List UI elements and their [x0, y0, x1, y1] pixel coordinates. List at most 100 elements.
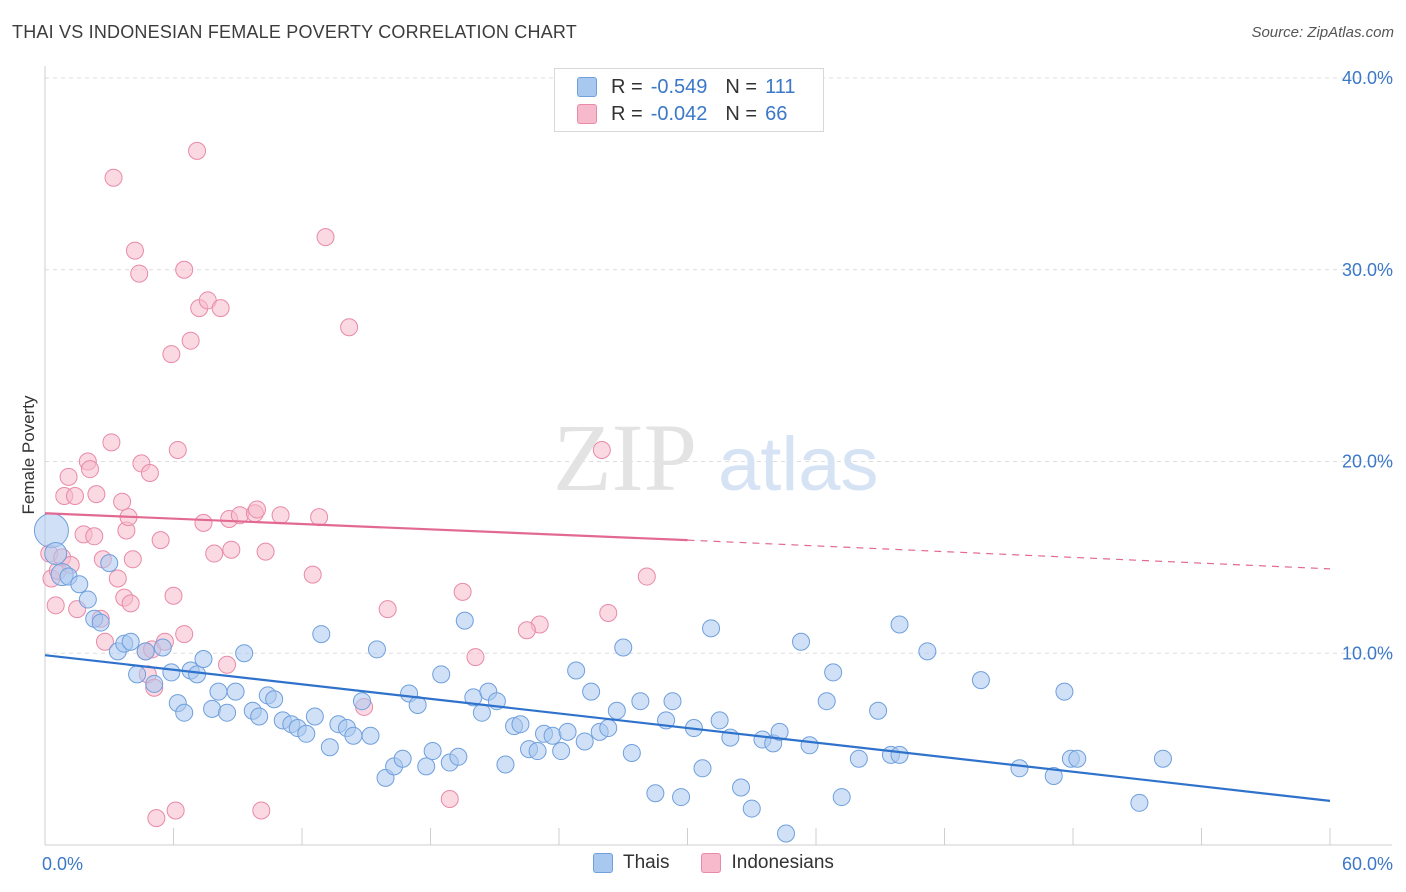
- thais-point: [297, 724, 316, 743]
- thais-point: [91, 613, 110, 632]
- thais-point: [352, 692, 371, 711]
- thais-point: [235, 644, 254, 663]
- thais-point: [631, 692, 650, 711]
- thais-point: [575, 732, 594, 751]
- legend-row-indonesians: R = -0.042 N = 66: [577, 101, 787, 127]
- thais-point: [732, 778, 751, 797]
- indonesians-point: [166, 801, 185, 820]
- indonesians-swatch: [577, 104, 597, 124]
- indonesians-point: [175, 625, 194, 644]
- correlation-legend: R = -0.549 N = 111 R = -0.042 N = 66: [554, 68, 824, 132]
- indonesians-point: [440, 789, 459, 808]
- thais-point: [393, 749, 412, 768]
- thais-point: [78, 590, 97, 609]
- indonesians-point: [194, 513, 213, 532]
- thais-point: [361, 726, 380, 745]
- thais-point: [511, 715, 530, 734]
- indonesians-point: [211, 299, 230, 318]
- thais-point: [890, 615, 909, 634]
- thais-point: [770, 722, 789, 741]
- y-tick-label: 30.0%: [1342, 260, 1393, 280]
- thais-point: [693, 759, 712, 778]
- thais-point: [792, 632, 811, 651]
- thais-point: [472, 703, 491, 722]
- thais-point: [265, 690, 284, 709]
- thais-point: [449, 747, 468, 766]
- legend-item-indonesians: Indonesians: [701, 852, 834, 874]
- thais-point: [305, 707, 324, 726]
- thais-point: [153, 638, 172, 657]
- indonesians-point: [140, 464, 159, 483]
- thais-point: [702, 619, 721, 638]
- r-label: R =: [611, 102, 643, 125]
- indonesians-point: [59, 467, 78, 486]
- thais-point: [1010, 759, 1029, 778]
- indonesians-point: [599, 603, 618, 622]
- thais-point: [971, 671, 990, 690]
- indonesians-point: [517, 621, 536, 640]
- thais-point: [175, 703, 194, 722]
- thais-point: [121, 632, 140, 651]
- x-tick-label: 60.0%: [1342, 854, 1393, 874]
- thais-point: [496, 755, 515, 774]
- indonesians-point: [466, 648, 485, 667]
- indonesians-point: [181, 331, 200, 350]
- indonesians-point: [188, 141, 207, 160]
- thais-point: [70, 575, 89, 594]
- legend-label-indonesians: Indonesians: [731, 852, 834, 873]
- indonesians-point: [121, 594, 140, 613]
- y-tick-label: 20.0%: [1342, 452, 1393, 472]
- n-label: N =: [725, 102, 758, 125]
- indonesians-point: [340, 318, 359, 337]
- indonesians-point: [271, 506, 290, 525]
- thais-point: [226, 682, 245, 701]
- thais-point: [1130, 793, 1149, 812]
- thais-point: [162, 663, 181, 682]
- thais-point: [890, 745, 909, 764]
- thais-points: [33, 513, 1172, 843]
- indonesians-point: [453, 582, 472, 601]
- thais-point: [423, 742, 442, 761]
- r-value: -0.549: [650, 75, 708, 98]
- thais-point: [663, 692, 682, 711]
- indonesians-point: [316, 228, 335, 247]
- thais-point: [599, 719, 618, 738]
- thais-trend-line: [44, 654, 1331, 802]
- axes: [44, 66, 1392, 846]
- thais-swatch: [593, 853, 613, 873]
- indonesians-point: [113, 492, 132, 511]
- indonesians-point: [87, 485, 106, 504]
- indonesians-point: [175, 260, 194, 279]
- thais-point: [869, 701, 888, 720]
- indonesians-point: [164, 586, 183, 605]
- indonesians-point: [80, 460, 99, 479]
- thais-point: [558, 722, 577, 741]
- thais-point: [1044, 766, 1063, 785]
- thais-point: [800, 736, 819, 755]
- indonesians-point: [65, 487, 84, 506]
- indonesians-point: [108, 569, 127, 588]
- indonesians-trend-line: [44, 512, 688, 542]
- n-label: N =: [725, 75, 758, 98]
- thais-point: [552, 742, 571, 761]
- thais-point: [849, 749, 868, 768]
- indonesians-point: [102, 433, 121, 452]
- indonesians-trend-extension: [687, 539, 1331, 570]
- r-label: R =: [611, 75, 643, 98]
- indonesians-point: [218, 655, 237, 674]
- watermark-atlas: atlas: [718, 422, 879, 507]
- indonesians-point: [162, 345, 181, 364]
- indonesians-point: [637, 567, 656, 586]
- legend-item-thais: Thais: [593, 852, 669, 874]
- thais-point: [100, 554, 119, 573]
- axis-labels: Female Poverty 10.0% 20.0% 30.0% 40.0% 0.0% 6…: [19, 68, 1393, 874]
- thais-point: [33, 513, 69, 549]
- legend-label-thais: Thais: [623, 852, 670, 873]
- indonesians-point: [310, 508, 329, 527]
- thais-point: [417, 757, 436, 776]
- thais-point: [777, 824, 796, 843]
- r-value: -0.042: [650, 102, 708, 125]
- x-tick-label: 0.0%: [42, 854, 83, 874]
- y-tick-label: 10.0%: [1342, 643, 1393, 663]
- thais-point: [607, 701, 626, 720]
